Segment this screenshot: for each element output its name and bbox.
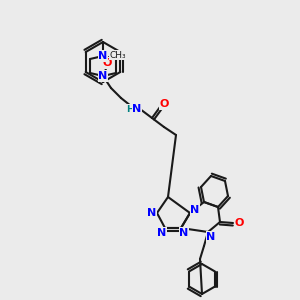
Text: O: O <box>102 58 112 68</box>
Text: O: O <box>159 99 169 109</box>
Text: N: N <box>206 232 216 242</box>
Text: N: N <box>158 228 166 238</box>
Text: CH₃: CH₃ <box>110 50 126 59</box>
Text: N: N <box>98 71 108 81</box>
Text: N: N <box>179 228 189 238</box>
Text: N: N <box>132 104 142 114</box>
Text: N: N <box>98 51 108 61</box>
Text: N: N <box>147 208 157 218</box>
Text: O: O <box>234 218 244 228</box>
Text: N: N <box>190 205 200 215</box>
Text: H: H <box>126 104 134 113</box>
